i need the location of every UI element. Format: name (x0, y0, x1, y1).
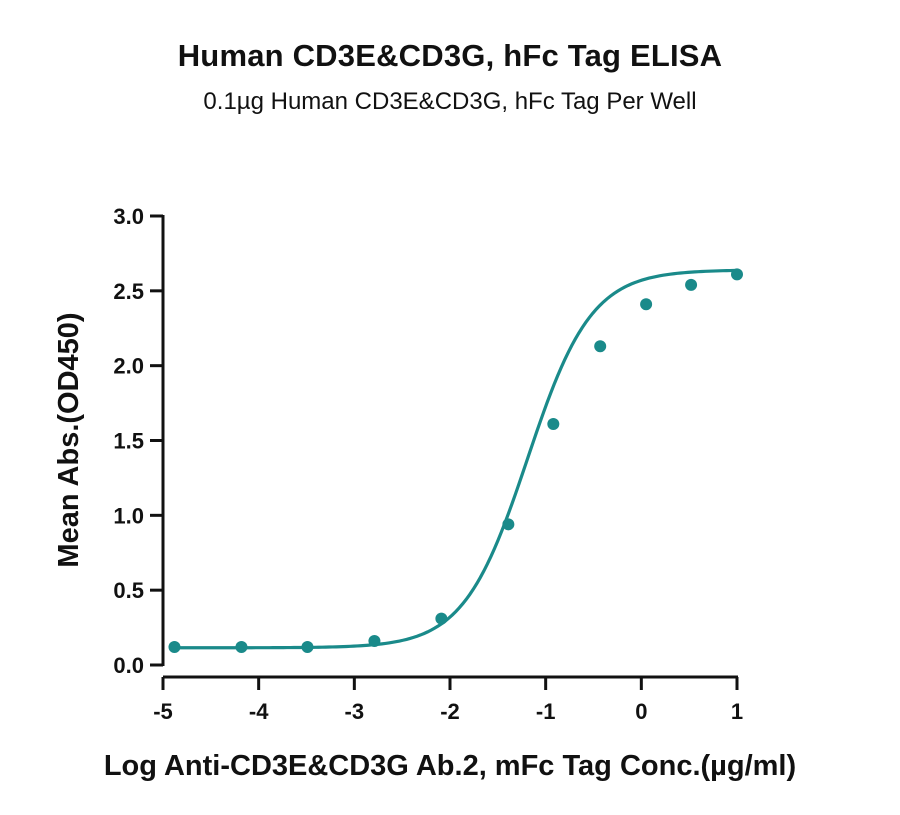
x-tick-label: 1 (731, 699, 743, 724)
chart-title: Human CD3E&CD3G, hFc Tag ELISA (177, 38, 723, 73)
fit-curve-layer (174, 268, 738, 650)
data-point (435, 612, 448, 625)
x-tick-label: -3 (345, 699, 365, 724)
x-tick-label: -2 (440, 699, 460, 724)
data-point (168, 641, 181, 654)
data-point (594, 340, 607, 353)
data-point (502, 518, 515, 531)
data-point (301, 641, 314, 654)
x-tick-label: -4 (249, 699, 269, 724)
y-tick-label: 0.0 (113, 653, 144, 678)
data-point (731, 268, 743, 281)
y-tick-label: 2.5 (113, 279, 144, 304)
y-tick-label: 0.5 (113, 578, 144, 603)
x-tick-label: 0 (635, 699, 647, 724)
x-axis-title: Log Anti-CD3E&CD3G Ab.2, mFc Tag Conc.(µ… (104, 750, 796, 782)
x-tick-label: -1 (536, 699, 556, 724)
y-tick-label: 1.5 (113, 429, 144, 454)
y-axis-title: Mean Abs.(OD450) (53, 312, 85, 567)
y-tick-label: 2.0 (113, 354, 144, 379)
data-points-layer (168, 268, 743, 654)
chart-subtitle: 0.1µg Human CD3E&CD3G, hFc Tag Per Well (203, 88, 697, 115)
data-point (547, 418, 560, 431)
data-point (685, 278, 698, 291)
data-point (235, 641, 248, 654)
axes: 0.0 0.5 1.0 1.5 2.0 2.5 3.0 -5 -4 -3 -2 -1 0 1 (113, 204, 743, 724)
data-point (640, 298, 653, 311)
fit-curve-line (174, 268, 738, 650)
x-tick-label: -5 (153, 699, 173, 724)
y-tick-label: 3.0 (113, 204, 144, 229)
y-tick-label: 1.0 (113, 503, 144, 528)
data-point (368, 635, 381, 648)
